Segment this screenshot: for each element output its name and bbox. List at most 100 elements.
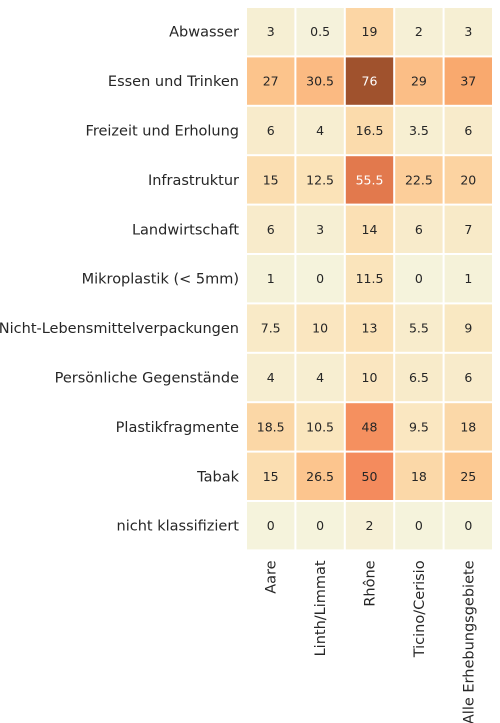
heatmap-cell <box>247 452 295 500</box>
heatmap-cell <box>296 8 344 56</box>
cell-value-label: 0 <box>415 518 423 533</box>
row-label: Nicht-Lebensmittelverpackungen <box>0 321 239 337</box>
heatmap-cell <box>345 255 394 303</box>
heatmap-cell <box>395 57 443 105</box>
cell-value-label: 3 <box>464 24 472 39</box>
cell-value-label: 3.5 <box>409 123 429 138</box>
cell-value-label: 48 <box>362 419 378 434</box>
heatmap-cell <box>395 353 443 402</box>
cell-value-label: 27 <box>263 74 279 89</box>
cell-value-label: 7.5 <box>261 321 281 336</box>
row-label: Mikroplastik (< 5mm) <box>82 272 239 288</box>
cell-value-label: 2 <box>415 24 423 39</box>
cell-value-label: 2 <box>366 518 374 533</box>
row-label: Abwasser <box>169 25 239 41</box>
cell-value-label: 37 <box>460 74 476 89</box>
cell-value-label: 14 <box>362 222 378 237</box>
heatmap-cell <box>296 205 344 253</box>
heatmap-cell <box>395 452 443 500</box>
heatmap-cell <box>444 156 492 204</box>
heatmap-cell <box>345 8 394 56</box>
heatmap-cell <box>444 255 492 303</box>
cell-value-label: 9.5 <box>409 419 429 434</box>
cell-value-label: 15 <box>263 172 279 187</box>
column-label: Rhône <box>363 560 379 606</box>
heatmap-cell <box>444 205 492 253</box>
cell-value-label: 4 <box>316 123 324 138</box>
cell-value-label: 10 <box>312 321 328 336</box>
cell-value-label: 4 <box>267 370 275 385</box>
cell-value-label: 15 <box>263 469 279 484</box>
heatmap-cell <box>296 304 344 352</box>
column-label: Linth/Limmat <box>313 560 329 656</box>
heatmap-cell <box>444 106 492 155</box>
heatmap-cell <box>247 156 295 204</box>
row-label: nicht klassifiziert <box>117 519 240 535</box>
cell-value-label: 3 <box>267 24 275 39</box>
heatmap-cell <box>345 106 394 155</box>
heatmap-cell <box>395 156 443 204</box>
heatmap-cell <box>444 8 492 56</box>
row-label: Tabak <box>196 469 239 485</box>
heatmap-cell <box>247 106 295 155</box>
cell-value-label: 6 <box>267 123 275 138</box>
cell-value-label: 26.5 <box>306 469 334 484</box>
cell-value-label: 0 <box>415 271 423 286</box>
cell-value-label: 19 <box>362 24 378 39</box>
cell-value-label: 3 <box>316 222 324 237</box>
heatmap-cell <box>345 156 394 204</box>
heatmap-cell <box>395 304 443 352</box>
heatmap-cell <box>444 353 492 402</box>
cell-value-label: 50 <box>362 469 378 484</box>
cell-value-label: 6 <box>464 123 472 138</box>
row-label: Landwirtschaft <box>132 222 239 238</box>
heatmap-cell <box>345 502 394 550</box>
heatmap-cell <box>247 205 295 253</box>
cell-value-label: 6.5 <box>409 370 429 385</box>
cell-value-label: 16.5 <box>356 123 384 138</box>
cell-value-label: 10.5 <box>306 419 334 434</box>
cell-value-label: 10 <box>362 370 378 385</box>
cell-value-label: 20 <box>460 172 476 187</box>
heatmap-cell <box>345 205 394 253</box>
row-label: Essen und Trinken <box>108 74 239 90</box>
cell-value-label: 25 <box>460 469 476 484</box>
row-label: Infrastruktur <box>148 173 239 189</box>
heatmap-cell <box>296 403 344 451</box>
cell-value-label: 55.5 <box>356 172 384 187</box>
heatmap-cell <box>247 255 295 303</box>
cell-value-label: 0 <box>316 271 324 286</box>
row-label: Persönliche Gegenstände <box>55 371 239 387</box>
heatmap-cell <box>345 304 394 352</box>
column-label: Aare <box>264 560 280 593</box>
heatmap-cell <box>247 353 295 402</box>
cell-value-label: 18 <box>460 419 476 434</box>
heatmap-cell <box>296 502 344 550</box>
column-label: Alle Erhebungsgebiete <box>461 560 477 723</box>
cell-value-label: 0.5 <box>310 24 330 39</box>
cell-value-label: 6 <box>464 370 472 385</box>
heatmap-cell <box>395 502 443 550</box>
cell-value-label: 11.5 <box>356 271 384 286</box>
heatmap-cell <box>345 353 394 402</box>
cell-value-label: 0 <box>464 518 472 533</box>
heatmap-cell <box>296 353 344 402</box>
heatmap-cell <box>395 205 443 253</box>
heatmap-cell <box>395 106 443 155</box>
heatmap-cell <box>247 8 295 56</box>
cell-value-label: 18.5 <box>257 419 285 434</box>
heatmap-cell <box>395 255 443 303</box>
heatmap-cell <box>444 452 492 500</box>
row-label: Freizeit und Erholung <box>86 124 239 140</box>
cell-value-label: 18 <box>411 469 427 484</box>
cell-value-label: 12.5 <box>306 172 334 187</box>
cell-value-label: 76 <box>362 74 378 89</box>
cell-value-label: 6 <box>267 222 275 237</box>
cell-value-label: 1 <box>464 271 472 286</box>
cell-value-label: 5.5 <box>409 321 429 336</box>
heatmap-cell <box>345 452 394 500</box>
row-label: Plastikfragmente <box>116 420 239 436</box>
heatmap-cell <box>444 304 492 352</box>
heatmap-cell <box>296 57 344 105</box>
cell-value-label: 4 <box>316 370 324 385</box>
